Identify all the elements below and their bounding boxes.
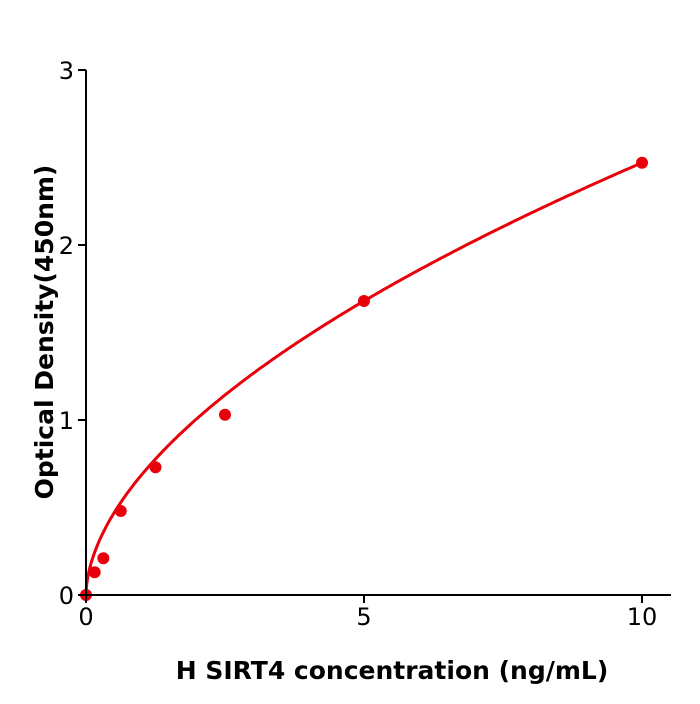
x-tick-label: 10: [627, 603, 658, 631]
data-point: [149, 461, 162, 474]
y-tick-label: 2: [59, 232, 74, 260]
x-tick-label: 0: [78, 603, 93, 631]
data-point: [219, 408, 231, 421]
x-axis-label: H SIRT4 concentration (ng/mL): [176, 656, 609, 685]
y-axis-label: Optical Density(450nm): [30, 165, 59, 500]
data-point: [636, 156, 648, 169]
data-point: [97, 552, 110, 565]
fit-curve: [84, 161, 643, 596]
data-point: [358, 295, 370, 307]
data-point: [88, 566, 101, 579]
y-tick-label: 1: [59, 407, 74, 435]
y-tick-label: 0: [59, 582, 74, 610]
y-tick-label: 3: [59, 57, 74, 85]
x-tick-label: 5: [356, 603, 371, 631]
data-point: [114, 505, 127, 517]
